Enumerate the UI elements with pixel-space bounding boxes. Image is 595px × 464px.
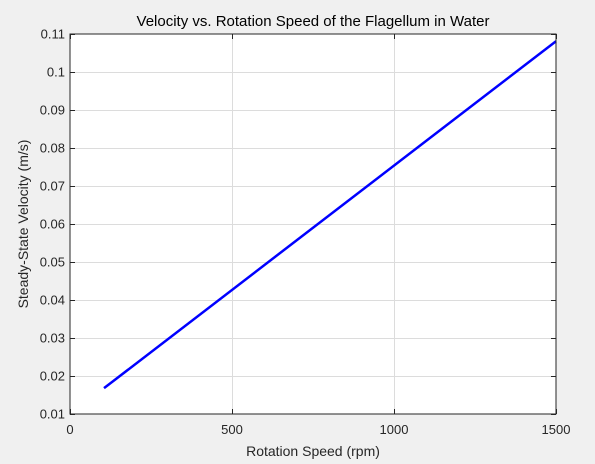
y-tick-label: 0.09 — [40, 103, 65, 118]
y-tick-label: 0.08 — [40, 141, 65, 156]
y-tick-label: 0.02 — [40, 369, 65, 384]
y-tick-label: 0.03 — [40, 331, 65, 346]
y-tick-label: 0.01 — [40, 407, 65, 422]
x-tick-label: 500 — [221, 422, 243, 437]
y-tick-label: 0.06 — [40, 217, 65, 232]
chart-title: Velocity vs. Rotation Speed of the Flage… — [137, 13, 490, 30]
x-tick-label: 0 — [66, 422, 73, 437]
series-line — [103, 40, 557, 390]
y-tick-label: 0.04 — [40, 293, 65, 308]
x-tick-label: 1000 — [380, 422, 409, 437]
tick-labels: 0 500 1000 1500 0.01 0.02 0.03 0.04 0.05 0.06 0.07… — [40, 27, 571, 438]
series-layer — [103, 40, 557, 390]
x-tick-label: 1500 — [542, 422, 571, 437]
y-tick-label: 0.05 — [40, 255, 65, 270]
y-tick-label: 0.11 — [41, 27, 65, 42]
y-axis-title: Steady-State Velocity (m/s) — [15, 140, 31, 309]
x-axis-title: Rotation Speed (rpm) — [246, 443, 380, 459]
y-tick-label: 0.07 — [40, 179, 65, 194]
grid-lines — [70, 34, 556, 414]
y-tick-label: 0.1 — [47, 65, 65, 80]
axis-ticks — [70, 34, 557, 415]
